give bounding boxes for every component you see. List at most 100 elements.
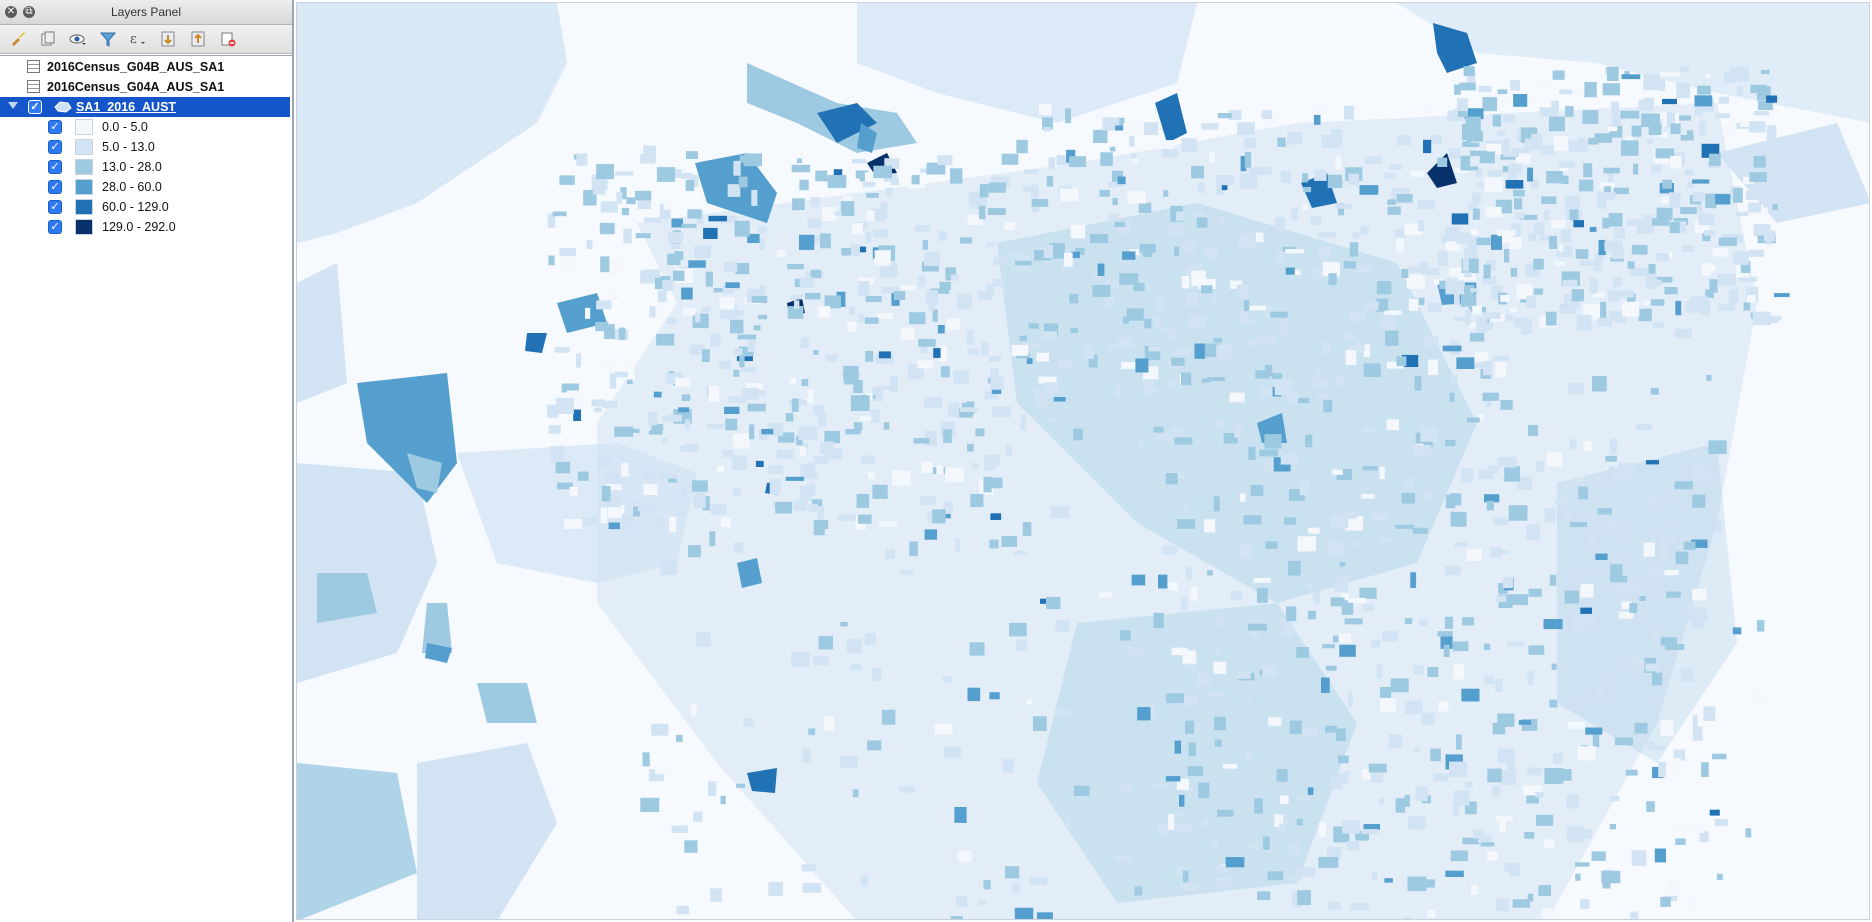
add-group-icon[interactable]	[34, 28, 62, 50]
sa1-tile	[893, 291, 906, 300]
sa1-tile	[1418, 261, 1429, 271]
sa1-tile	[777, 432, 795, 443]
sa1-tile	[1126, 647, 1146, 656]
legend-item[interactable]: ✓ 28.0 - 60.0	[0, 177, 290, 197]
sa1-tile	[642, 269, 661, 278]
sa1-tile	[1643, 74, 1660, 91]
sa1-tile	[1154, 783, 1171, 789]
sa1-tile	[1718, 303, 1736, 311]
sa1-tile	[1379, 466, 1385, 480]
sa1-tile	[1403, 477, 1414, 489]
sa1-tile	[1658, 78, 1666, 91]
expand-all-icon[interactable]	[154, 28, 182, 50]
expand-arrow-icon[interactable]	[8, 102, 18, 109]
sa1-tile	[1057, 358, 1071, 369]
sa1-tile	[936, 465, 944, 475]
sa1-tile	[1412, 527, 1428, 534]
legend-item[interactable]: ✓ 13.0 - 28.0	[0, 157, 290, 177]
sa1-tile	[1418, 619, 1428, 627]
legend-checkbox[interactable]: ✓	[48, 200, 62, 214]
sa1-tile	[1386, 361, 1404, 369]
map-canvas[interactable]	[296, 2, 1870, 920]
sa1-tile	[1594, 133, 1612, 143]
sa1-tile	[1204, 247, 1218, 261]
sa1-tile	[922, 240, 928, 250]
sa1-tile	[720, 517, 731, 528]
legend-item[interactable]: ✓ 129.0 - 292.0	[0, 217, 290, 237]
sa1-tile	[1401, 492, 1416, 504]
sa1-tile	[1203, 819, 1210, 829]
sa1-tile	[1022, 522, 1032, 536]
sa1-tile	[1216, 344, 1233, 359]
sa1-tile	[1057, 709, 1070, 717]
sa1-tile	[1181, 276, 1190, 289]
sa1-tile	[1662, 98, 1677, 105]
legend-checkbox[interactable]: ✓	[48, 220, 62, 234]
legend-checkbox[interactable]: ✓	[48, 180, 62, 194]
legend-checkbox[interactable]: ✓	[48, 160, 62, 174]
sa1-tile	[1528, 233, 1537, 241]
sa1-tile	[569, 486, 578, 497]
sa1-tile	[1629, 603, 1638, 613]
sa1-tile	[1743, 176, 1754, 184]
sa1-tile	[1680, 207, 1697, 215]
sa1-tile	[1643, 542, 1655, 557]
sa1-tile	[1697, 85, 1711, 95]
sa1-tile	[1348, 173, 1360, 186]
legend-checkbox[interactable]: ✓	[48, 120, 62, 134]
sa1-tile	[1474, 363, 1489, 368]
remove-layer-icon[interactable]	[214, 28, 242, 50]
sa1-tile	[1495, 595, 1507, 602]
sa1-tile	[1134, 886, 1143, 896]
sa1-tile	[1209, 152, 1215, 163]
layer-item-g04a[interactable]: 2016Census_G04A_AUS_SA1	[0, 77, 290, 97]
style-brush-icon[interactable]	[4, 28, 32, 50]
sa1-tile	[559, 248, 576, 256]
sa1-tile	[719, 296, 735, 310]
sa1-tile	[1648, 567, 1665, 582]
float-icon[interactable]: ⧉	[23, 6, 35, 18]
visibility-eye-icon[interactable]	[64, 28, 92, 50]
map-region	[557, 293, 607, 333]
sa1-tile	[1254, 798, 1263, 814]
sa1-tile	[1770, 315, 1782, 321]
sa1-tile	[810, 269, 821, 279]
filter-expression-icon[interactable]: ε	[124, 28, 152, 50]
sa1-tile	[1495, 362, 1506, 378]
sa1-tile	[800, 464, 816, 480]
sa1-tile	[988, 182, 1006, 193]
sa1-tile	[1660, 897, 1671, 907]
legend-item[interactable]: ✓ 5.0 - 13.0	[0, 137, 290, 157]
sa1-tile	[1662, 570, 1679, 576]
sa1-tile	[682, 308, 696, 316]
sa1-tile	[1470, 150, 1487, 157]
sa1-tile	[1263, 836, 1270, 850]
sa1-tile	[1559, 304, 1577, 314]
sa1-tile	[791, 164, 811, 173]
sa1-tile	[978, 900, 987, 906]
legend-item[interactable]: ✓ 0.0 - 5.0	[0, 117, 290, 137]
sa1-tile	[1701, 762, 1709, 777]
sa1-tile	[1700, 299, 1711, 316]
layer-item-g04b[interactable]: 2016Census_G04B_AUS_SA1	[0, 57, 290, 77]
sa1-tile	[1028, 323, 1039, 329]
collapse-all-icon[interactable]	[184, 28, 212, 50]
layer-tree: 2016Census_G04B_AUS_SA1 2016Census_G04A_…	[0, 55, 292, 922]
layer-visibility-checkbox[interactable]: ✓	[28, 100, 42, 114]
sa1-tile	[1500, 295, 1510, 302]
sa1-tile	[594, 407, 602, 413]
sa1-tile	[1674, 481, 1693, 490]
sa1-tile	[1162, 545, 1177, 555]
sa1-tile	[1347, 597, 1366, 603]
sa1-tile	[1497, 456, 1517, 468]
legend-item[interactable]: ✓ 60.0 - 129.0	[0, 197, 290, 217]
sa1-tile	[1584, 82, 1597, 98]
layer-item-sa1[interactable]: ✓ SA1_2016_AUST	[0, 97, 290, 117]
sa1-tile	[1344, 770, 1350, 776]
legend-checkbox[interactable]: ✓	[48, 140, 62, 154]
sa1-tile	[1464, 272, 1472, 278]
sa1-tile	[651, 424, 664, 431]
sa1-tile	[1417, 220, 1425, 232]
filter-icon[interactable]	[94, 28, 122, 50]
close-icon[interactable]: ✕	[5, 6, 17, 18]
